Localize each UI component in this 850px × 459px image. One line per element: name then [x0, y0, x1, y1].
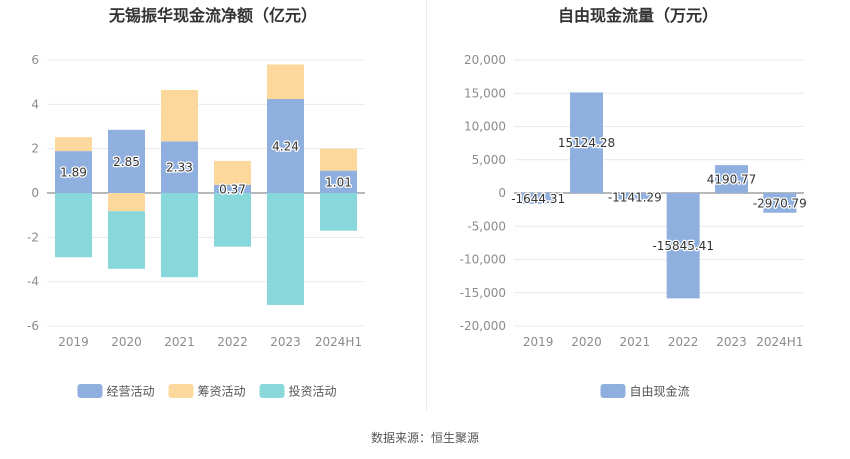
x-tick-label: 2021: [164, 335, 195, 349]
bar-投资活动-2022: [214, 193, 251, 247]
bar-经营活动-2020: [108, 129, 145, 193]
free-cash-flow-chart: 自由现金流量（万元） 20,000 15,000 10,000 5,000 0 -5,00…: [460, 6, 808, 399]
bar-自由现金流-2020: [570, 92, 603, 193]
y-tick-label: 0: [31, 186, 39, 200]
bar-投资活动-2023: [267, 193, 304, 305]
legend-swatch: [600, 384, 626, 398]
x-tick-label: 2023: [270, 335, 301, 349]
x-tick-label: 2024H1: [315, 335, 362, 349]
y-tick-label: 2: [31, 142, 39, 156]
data-label: -15845.41: [652, 239, 714, 253]
y-tick-label: -20,000: [460, 319, 506, 333]
y-tick-label: -4: [27, 275, 39, 289]
chart-divider: [426, 0, 427, 410]
bar-经营活动-2023: [267, 99, 304, 193]
data-label: -1644.31: [511, 192, 565, 206]
bar-投资活动-2019: [55, 193, 92, 258]
x-tick-label: 2021: [620, 335, 651, 349]
data-label: 1.89: [60, 166, 87, 180]
chart-legend: 自由现金流: [600, 384, 690, 399]
bar-经营活动-2022: [214, 184, 251, 193]
legend-label: 投资活动: [289, 384, 337, 399]
y-tick-label: -15,000: [460, 286, 506, 300]
y-tick-label: 20,000: [464, 53, 506, 67]
data-label: -2970.79: [753, 196, 807, 210]
bar-经营活动-2021: [161, 141, 198, 193]
bar-经营活动-2024H1: [320, 170, 357, 193]
y-tick-label: 5,000: [472, 153, 506, 167]
y-tick-label: 10,000: [464, 120, 506, 134]
y-tick-label: -5,000: [467, 219, 506, 233]
bar-自由现金流-2024H1: [763, 193, 797, 213]
bar-自由现金流-2021: [618, 193, 652, 201]
y-tick-label: 6: [31, 53, 39, 67]
x-tick-label: 2020: [571, 335, 602, 349]
bar-自由现金流-2022: [666, 193, 700, 299]
x-tick-label: 2022: [668, 335, 699, 349]
bar-投资活动-2024H1: [320, 193, 357, 231]
bar-筹资活动-2024H1: [320, 148, 357, 171]
bar-经营活动-2019: [55, 151, 92, 193]
x-tick-label: 2020: [111, 335, 142, 349]
legend-swatch: [77, 384, 103, 398]
chart-legend: 经营活动 筹资活动 投资活动: [77, 384, 337, 399]
legend-swatch: [168, 384, 194, 398]
bar-投资活动-2021: [161, 193, 198, 278]
x-tick-label: 2022: [217, 335, 248, 349]
chart-title: 自由现金流量（万元）: [558, 6, 718, 25]
data-label: 2.33: [166, 161, 193, 175]
y-tick-label: 4: [31, 97, 39, 111]
bar-筹资活动-2022: [214, 160, 251, 185]
bar-自由现金流-2023: [715, 165, 748, 193]
x-tick-label: 2024H1: [756, 335, 803, 349]
y-tick-label: 0: [498, 186, 506, 200]
source-note: 数据来源：恒生聚源: [370, 431, 479, 445]
bar-筹资活动-2019: [55, 137, 92, 152]
legend-label: 经营活动: [107, 385, 155, 399]
x-tick-label: 2019: [523, 335, 554, 349]
chart-title: 无锡振华现金流净额（亿元）: [108, 6, 317, 25]
data-label: -1141.29: [608, 190, 662, 204]
y-tick-label: -10,000: [460, 253, 506, 267]
y-tick-label: -6: [27, 319, 39, 333]
data-label: 15124.28: [558, 136, 615, 150]
bar-筹资活动-2023: [267, 64, 304, 100]
data-label: 4190.77: [707, 173, 757, 187]
data-label: 4.24: [272, 140, 299, 154]
cash-flow-net-chart: 无锡振华现金流净额（亿元） 6 4 2 0 -2 -4 -6 2019 2020 2021 2022…: [27, 6, 365, 399]
data-label: 0.37: [219, 182, 246, 196]
legend-swatch: [259, 384, 285, 398]
y-tick-label: 15,000: [464, 86, 506, 100]
legend-label: 自由现金流: [630, 384, 690, 399]
bar-自由现金流-2019: [521, 193, 555, 204]
x-tick-label: 2019: [58, 335, 89, 349]
y-tick-label: -2: [27, 230, 39, 244]
legend-label: 筹资活动: [198, 385, 246, 399]
bar-筹资活动-2021: [161, 89, 198, 142]
x-tick-label: 2023: [716, 335, 747, 349]
data-label: 1.01: [325, 175, 352, 189]
bar-投资活动-2020: [108, 211, 145, 269]
bar-筹资活动-2020: [108, 193, 145, 212]
data-label: 2.85: [113, 155, 140, 169]
